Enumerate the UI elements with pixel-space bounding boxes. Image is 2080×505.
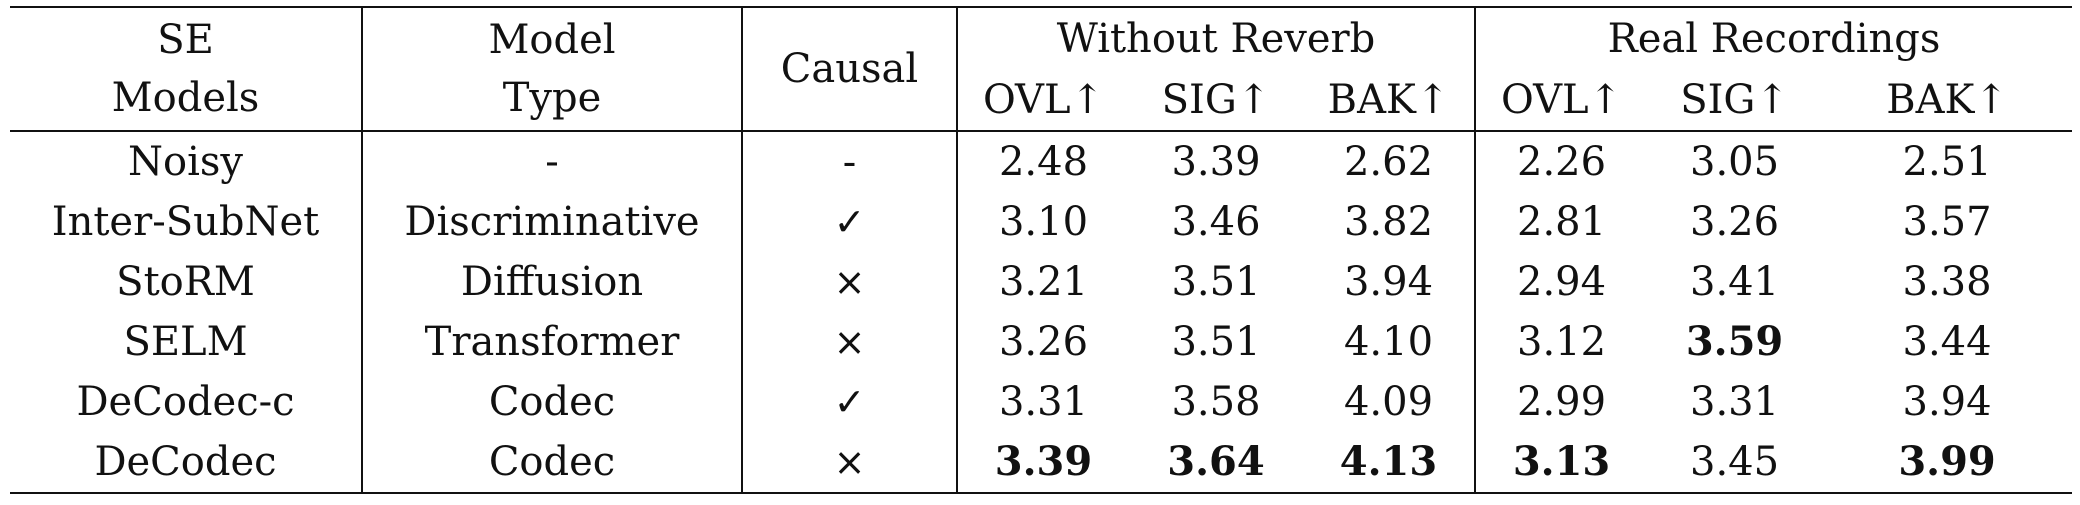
- cell-model-type: Codec: [362, 372, 743, 432]
- cell-ovl-without-reverb: 3.31: [998, 379, 1089, 425]
- cell-sig-without-reverb: 3.39: [1171, 139, 1261, 185]
- table-row: SELM Transformer × 3.26 3.51 4.10 3.12 3.59 3.44: [10, 312, 2072, 372]
- cell-sig-real-recordings: 3.05: [1690, 139, 1780, 185]
- cell-bak-real-recordings: 3.57: [1902, 199, 1992, 245]
- header-metric-bak-rr: BAK↑: [1886, 76, 2008, 123]
- cell-model-name: StoRM: [10, 252, 363, 312]
- header-se-models-line1: SE: [157, 17, 214, 63]
- header-metric-sig-wr: SIG↑: [1161, 76, 1271, 123]
- cell-bak-real-recordings: 3.44: [1902, 319, 1992, 365]
- cell-bak-without-reverb: 3.82: [1303, 192, 1477, 252]
- table-row: DeCodec Codec × 3.39 3.64 4.13 3.13 3.45 3.99: [10, 432, 2073, 493]
- cell-sig-real-recordings: 3.59: [1685, 318, 1784, 365]
- cell-causal: ×: [742, 252, 958, 312]
- header-metric-sig-rr: SIG↑: [1680, 76, 1789, 123]
- cell-bak-real-recordings: 3.38: [1902, 259, 1992, 305]
- header-group-without-reverb: Without Reverb: [957, 7, 1477, 69]
- cell-ovl-without-reverb: 3.10: [998, 199, 1089, 245]
- cell-sig-real-recordings: 3.41: [1690, 259, 1780, 305]
- cell-sig-real-recordings: 3.45: [1690, 439, 1780, 485]
- cell-bak-real-recordings: 3.99: [1898, 438, 1996, 485]
- cell-ovl-real-recordings: 2.26: [1517, 139, 1607, 185]
- header-causal: Causal: [742, 7, 958, 132]
- cell-model-name: DeCodec: [10, 432, 363, 493]
- cell-model-type: -: [362, 131, 743, 192]
- cell-ovl-without-reverb: 3.39: [994, 438, 1093, 485]
- table-row: StoRM Diffusion × 3.21 3.51 3.94 2.94 3.41 3.38: [10, 252, 2072, 312]
- cell-ovl-real-recordings: 3.12: [1517, 319, 1607, 365]
- cell-sig-without-reverb: 3.58: [1171, 379, 1261, 425]
- cell-ovl-real-recordings: 2.94: [1517, 259, 1607, 305]
- header-metric-ovl-rr: OVL↑: [1501, 76, 1623, 123]
- cell-ovl-without-reverb: 2.48: [998, 139, 1089, 185]
- cell-model-name: SELM: [10, 312, 363, 372]
- cell-sig-without-reverb: 3.64: [1167, 438, 1265, 485]
- table-row: DeCodec-c Codec ✓ 3.31 3.58 4.09 2.99 3.31 3.94: [10, 372, 2072, 432]
- header-metric-bak-wr: BAK↑: [1303, 69, 1477, 131]
- header-group-real-recordings: Real Recordings: [1607, 15, 1941, 62]
- cell-model-name: DeCodec-c: [10, 372, 363, 432]
- cell-ovl-real-recordings: 2.81: [1517, 199, 1607, 245]
- cell-ovl-real-recordings: 3.13: [1512, 438, 1611, 485]
- header-model-type-line2: Type: [502, 75, 602, 121]
- header-row-2: OVL↑ SIG↑ BAK↑ OVL↑ SIG↑ BAK↑: [10, 69, 2073, 131]
- cell-sig-without-reverb: 3.51: [1171, 319, 1261, 365]
- header-row-1: SE Models Model Type Causal Without Reve…: [10, 7, 2073, 132]
- cell-model-type: Codec: [362, 432, 743, 493]
- cell-bak-without-reverb: 4.10: [1303, 312, 1477, 372]
- header-se-models: SE Models: [10, 7, 363, 132]
- cell-bak-without-reverb: 2.62: [1303, 131, 1477, 192]
- cell-bak-without-reverb: 4.09: [1303, 372, 1477, 432]
- cell-causal: -: [742, 131, 958, 192]
- cell-bak-without-reverb: 4.13: [1303, 432, 1477, 493]
- cell-sig-without-reverb: 3.46: [1171, 199, 1261, 245]
- cell-ovl-without-reverb: 3.21: [998, 259, 1089, 305]
- cell-model-name: Inter-SubNet: [10, 192, 363, 252]
- cell-bak-real-recordings: 3.94: [1902, 379, 1992, 425]
- cell-model-name: Noisy: [10, 131, 363, 192]
- header-model-type-line1: Model: [488, 17, 616, 63]
- table-row: Inter-SubNet Discriminative ✓ 3.10 3.46 3.82 2…: [10, 192, 2072, 252]
- cell-model-type: Transformer: [362, 312, 743, 372]
- cell-model-type: Discriminative: [362, 192, 743, 252]
- cell-causal: ✓: [742, 192, 958, 252]
- cell-sig-without-reverb: 3.51: [1171, 259, 1261, 305]
- header-se-models-line2: Models: [111, 75, 260, 121]
- cell-causal: ×: [742, 312, 958, 372]
- cell-bak-real-recordings: 2.51: [1902, 139, 1992, 185]
- cell-causal: ×: [742, 432, 958, 493]
- cell-ovl-real-recordings: 2.99: [1517, 379, 1607, 425]
- table-body: Noisy - -2.48 3.39 2.62 2.26 3.05 2.51 Inter-Sub…: [10, 131, 2073, 493]
- header-metric-ovl-wr: OVL↑: [982, 76, 1105, 123]
- cell-causal: ✓: [742, 372, 958, 432]
- results-table: SE Models Model Type Causal Without Reve…: [10, 6, 2073, 494]
- table-row: Noisy - -2.48 3.39 2.62 2.26 3.05 2.51: [10, 131, 2072, 192]
- cell-sig-real-recordings: 3.31: [1690, 379, 1780, 425]
- cell-model-type: Diffusion: [362, 252, 743, 312]
- cell-ovl-without-reverb: 3.26: [998, 319, 1089, 365]
- cell-bak-without-reverb: 3.94: [1303, 252, 1477, 312]
- header-model-type: Model Type: [362, 7, 743, 132]
- cell-sig-real-recordings: 3.26: [1690, 199, 1780, 245]
